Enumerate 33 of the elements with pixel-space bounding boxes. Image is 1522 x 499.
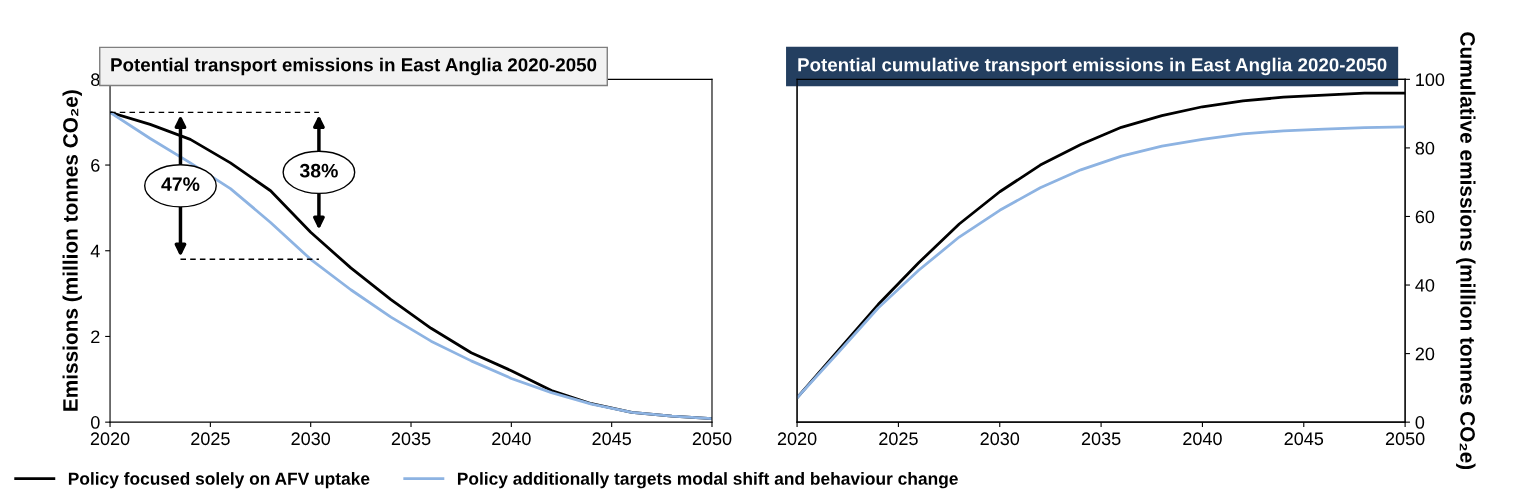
y2-tick-label: 100 [1416,73,1445,87]
y2-tick-label: 80 [1415,141,1435,155]
y-tick-label: 2 [91,330,100,343]
x-tick-label: 2035 [391,432,431,446]
y-axis-title: Emissions (million tonnes CO₂e) [62,90,82,411]
y-tick-label: 4 [90,244,100,258]
chart-title: Potential transport emissions in East Anglia 2020-2050 [111,57,597,76]
x-tick-label: 2040 [1183,432,1222,446]
y2-tick-label: 60 [1415,210,1435,224]
annotation: 47% [161,177,200,192]
chart-title: Potential cumulative transport emissions in East Anglia 2020-2050 [798,57,1387,76]
x-tick-label: 2045 [592,432,631,446]
annotation: 38% [299,163,338,178]
legend-label: Policy focused solely on AFV uptake [68,472,370,489]
y-tick-label: 8 [91,73,100,87]
y2-axis-title: Cumulative emissions (million tonnes CO₂e) [1456,32,1476,470]
y-tick-label: 0 [90,416,100,429]
y2-tick-label: 20 [1415,347,1435,361]
x-tick-label: 2020 [90,432,130,446]
x-tick-label: 2035 [1081,432,1121,446]
x-tick-label: 2030 [980,432,1020,446]
y2-tick-label: 40 [1415,278,1435,292]
y2-tick-label: 0 [1415,416,1425,429]
x-tick-label: 2025 [191,432,230,446]
x-tick-label: 2050 [1385,432,1425,446]
x-tick-label: 2050 [692,432,732,446]
legend-label: Policy additionally targets modal shift and behaviour change [457,472,958,489]
x-tick-label: 2030 [291,432,331,446]
x-tick-label: 2025 [879,432,918,446]
x-tick-label: 2040 [492,432,531,446]
x-tick-label: 2045 [1284,432,1324,446]
y-tick-label: 6 [91,158,100,172]
x-tick-label: 2020 [777,432,817,446]
